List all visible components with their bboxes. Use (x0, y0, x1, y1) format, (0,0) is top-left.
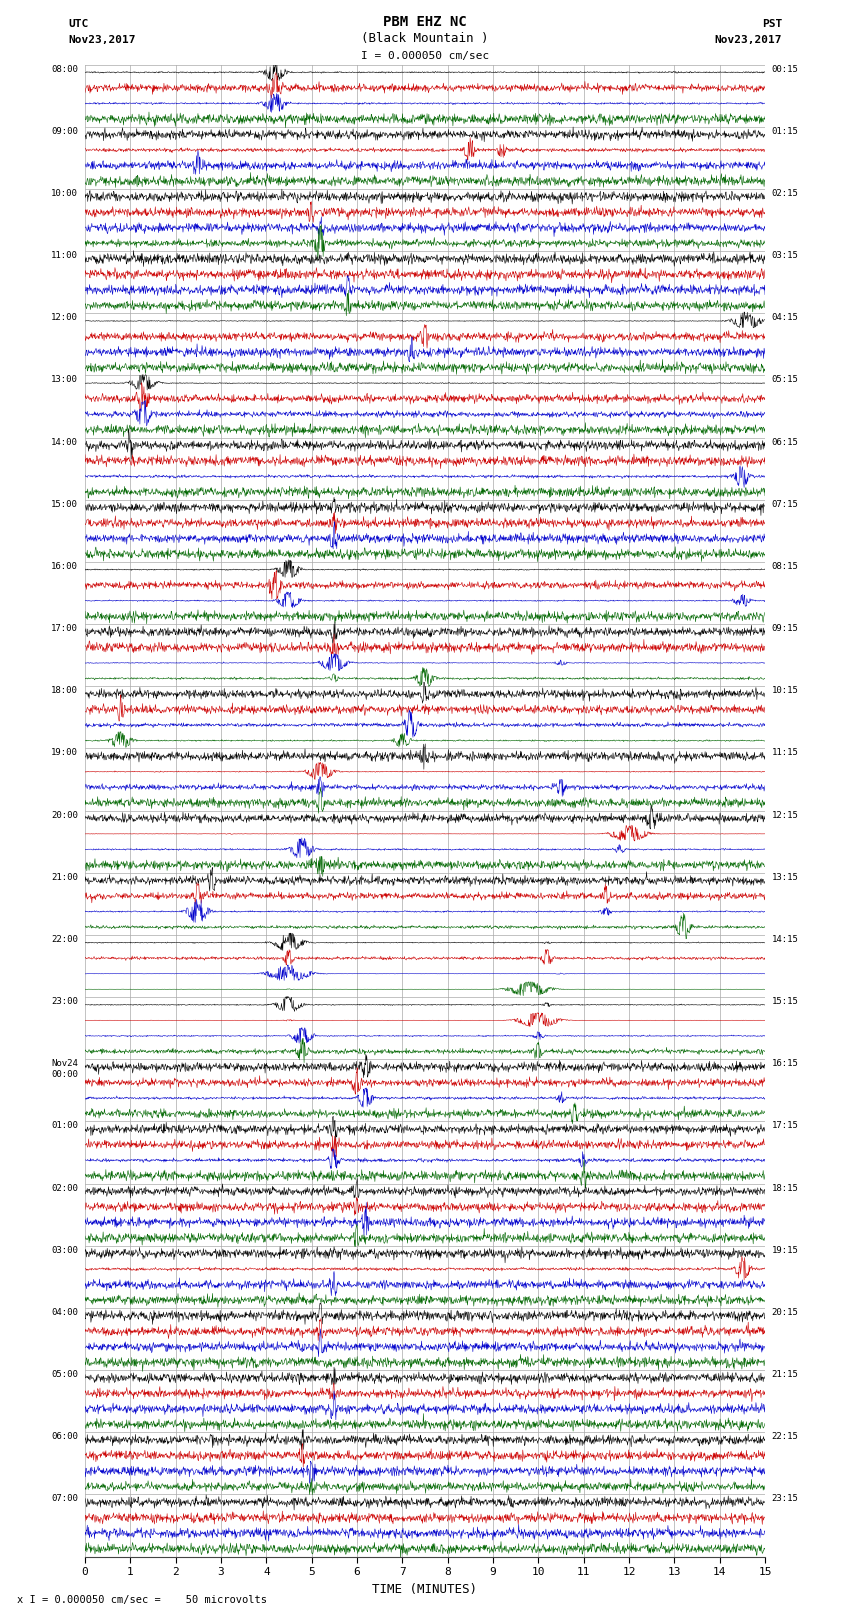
Text: 03:00: 03:00 (51, 1245, 78, 1255)
Text: 14:00: 14:00 (51, 437, 78, 447)
Text: 20:00: 20:00 (51, 810, 78, 819)
Text: 13:15: 13:15 (772, 873, 799, 882)
Text: Nov23,2017: Nov23,2017 (715, 35, 782, 45)
Text: UTC: UTC (68, 19, 88, 29)
Text: 07:15: 07:15 (772, 500, 799, 508)
Text: 12:15: 12:15 (772, 810, 799, 819)
Text: PBM EHZ NC: PBM EHZ NC (383, 15, 467, 29)
Text: 02:15: 02:15 (772, 189, 799, 198)
Text: 16:15: 16:15 (772, 1060, 799, 1068)
Text: 21:15: 21:15 (772, 1369, 799, 1379)
Text: 08:15: 08:15 (772, 561, 799, 571)
Text: 17:00: 17:00 (51, 624, 78, 632)
Text: 23:00: 23:00 (51, 997, 78, 1007)
Text: 09:15: 09:15 (772, 624, 799, 632)
Text: 02:00: 02:00 (51, 1184, 78, 1192)
Text: 22:15: 22:15 (772, 1432, 799, 1440)
Text: 04:00: 04:00 (51, 1308, 78, 1316)
Text: 05:00: 05:00 (51, 1369, 78, 1379)
Text: 08:00: 08:00 (51, 65, 78, 74)
Text: 22:00: 22:00 (51, 936, 78, 944)
Text: 19:15: 19:15 (772, 1245, 799, 1255)
X-axis label: TIME (MINUTES): TIME (MINUTES) (372, 1582, 478, 1595)
Text: 15:00: 15:00 (51, 500, 78, 508)
Text: PST: PST (762, 19, 782, 29)
Text: 10:00: 10:00 (51, 189, 78, 198)
Text: (Black Mountain ): (Black Mountain ) (361, 32, 489, 45)
Text: 06:00: 06:00 (51, 1432, 78, 1440)
Text: Nov23,2017: Nov23,2017 (68, 35, 135, 45)
Text: 09:00: 09:00 (51, 127, 78, 135)
Text: 12:00: 12:00 (51, 313, 78, 323)
Text: 10:15: 10:15 (772, 686, 799, 695)
Text: 20:15: 20:15 (772, 1308, 799, 1316)
Text: 18:00: 18:00 (51, 686, 78, 695)
Text: I = 0.000050 cm/sec: I = 0.000050 cm/sec (361, 52, 489, 61)
Text: 23:15: 23:15 (772, 1494, 799, 1503)
Text: Nov24
00:00: Nov24 00:00 (51, 1060, 78, 1079)
Text: 16:00: 16:00 (51, 561, 78, 571)
Text: 11:15: 11:15 (772, 748, 799, 758)
Text: 15:15: 15:15 (772, 997, 799, 1007)
Text: 03:15: 03:15 (772, 252, 799, 260)
Text: 01:00: 01:00 (51, 1121, 78, 1131)
Text: 06:15: 06:15 (772, 437, 799, 447)
Text: 19:00: 19:00 (51, 748, 78, 758)
Text: 11:00: 11:00 (51, 252, 78, 260)
Text: 14:15: 14:15 (772, 936, 799, 944)
Text: 01:15: 01:15 (772, 127, 799, 135)
Text: 07:00: 07:00 (51, 1494, 78, 1503)
Text: 04:15: 04:15 (772, 313, 799, 323)
Text: 00:15: 00:15 (772, 65, 799, 74)
Text: 17:15: 17:15 (772, 1121, 799, 1131)
Text: 05:15: 05:15 (772, 376, 799, 384)
Text: 18:15: 18:15 (772, 1184, 799, 1192)
Text: 21:00: 21:00 (51, 873, 78, 882)
Text: 13:00: 13:00 (51, 376, 78, 384)
Text: x I = 0.000050 cm/sec =    50 microvolts: x I = 0.000050 cm/sec = 50 microvolts (17, 1595, 267, 1605)
